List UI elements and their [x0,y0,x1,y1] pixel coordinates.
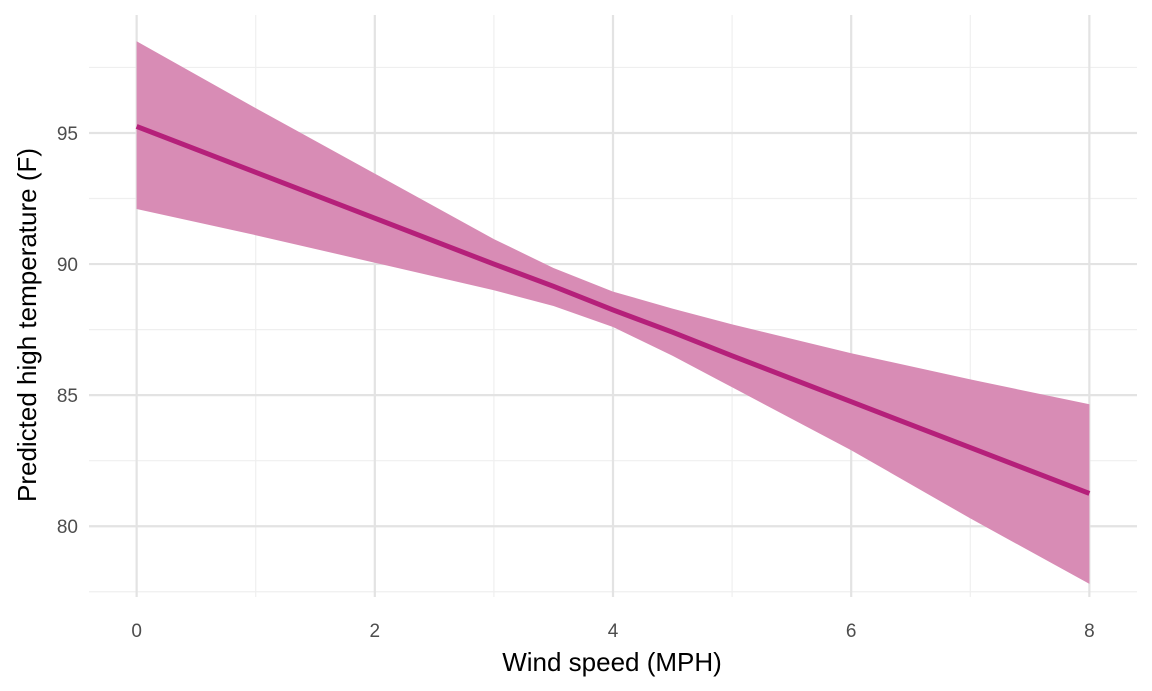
y-tick-label: 90 [57,255,78,276]
y-tick-label: 80 [57,517,78,538]
y-tick-label: 85 [57,386,78,407]
x-tick-label: 6 [846,621,857,642]
x-tick-label: 0 [131,621,142,642]
series-lines [135,124,1091,496]
x-tick-label: 8 [1084,621,1095,642]
fitted-line [135,124,1091,496]
y-axis-tick-labels: 80 85 90 95 [57,124,78,538]
y-tick-label: 95 [57,124,78,145]
x-tick-label: 4 [608,621,619,642]
y-axis-title: Predicted high temperature (F) [12,148,42,502]
x-axis-tick-labels: 0 2 4 6 8 [131,621,1094,642]
x-axis-title: Wind speed (MPH) [502,647,722,677]
x-tick-label: 2 [370,621,381,642]
